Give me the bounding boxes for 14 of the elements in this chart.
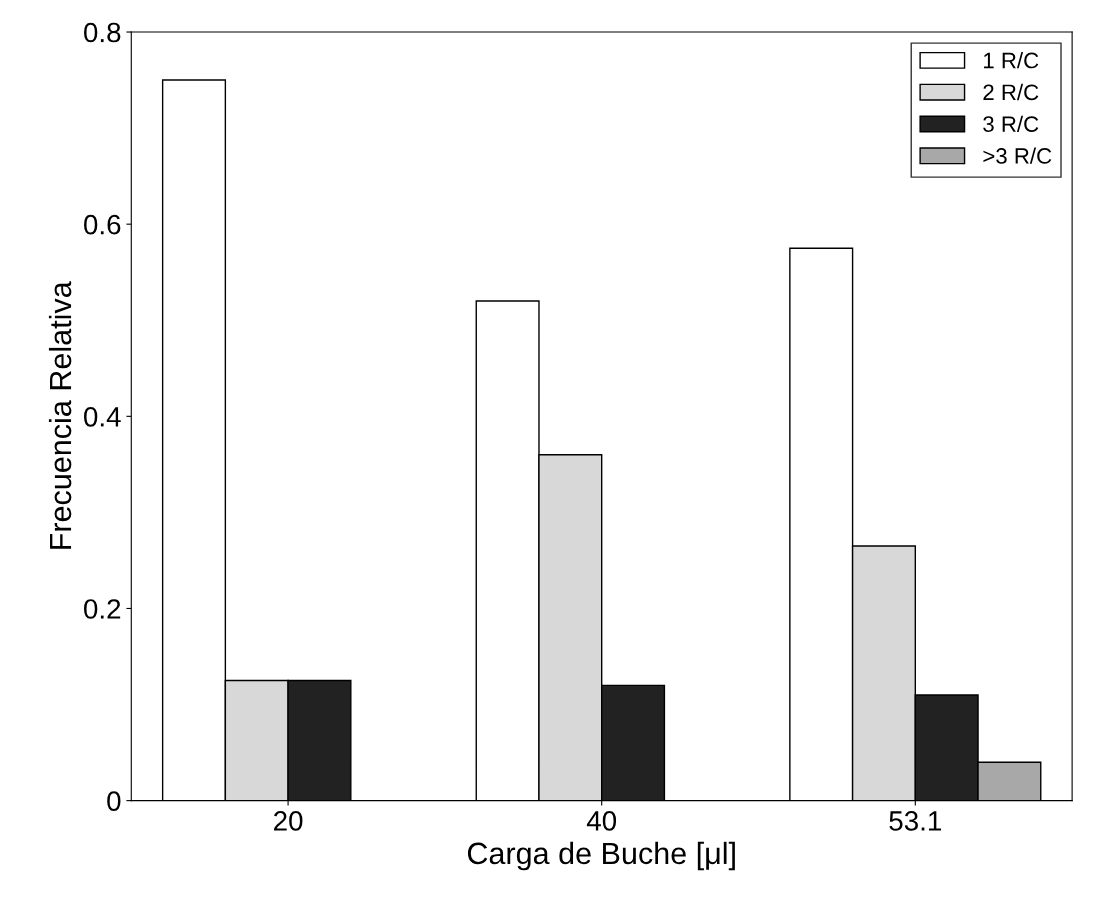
x-tick-label: 40 <box>586 811 617 831</box>
y-tick-label: 0.2 <box>84 599 121 619</box>
y-tick-label: 0 <box>107 791 121 811</box>
legend-label: 3 R/C <box>983 115 1039 132</box>
y-tick-label: 0.4 <box>84 406 121 427</box>
legend-label: 2 R/C <box>983 83 1039 101</box>
y-tick-label: 0.8 <box>84 22 121 43</box>
x-axis-title: Carga de Buche [μl] <box>467 841 735 871</box>
x-tick-label: 20 <box>274 811 303 831</box>
x-tick-label: 53.1 <box>889 811 941 831</box>
legend-label: >3 R/C <box>983 147 1052 164</box>
y-tick-label: 0.6 <box>84 214 121 235</box>
legend-label: 1 R/C <box>984 52 1039 69</box>
y-axis-title: Frecuencia Relativa <box>48 281 72 549</box>
